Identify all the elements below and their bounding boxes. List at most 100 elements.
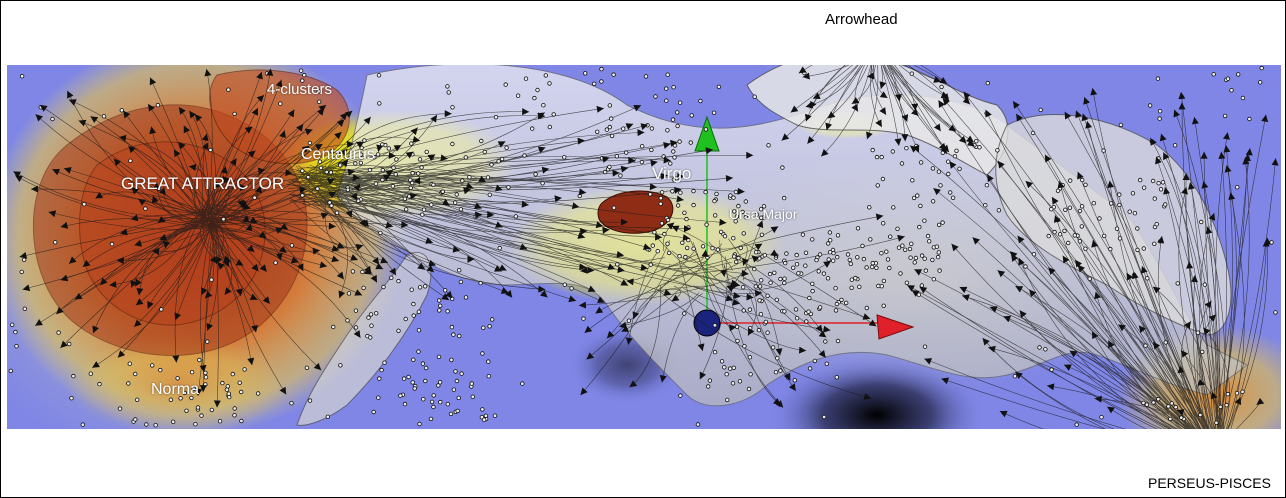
flow-arrowhead <box>732 292 741 299</box>
galaxy-point <box>810 237 815 242</box>
galaxy-point <box>195 405 201 410</box>
flow-arrowhead <box>445 290 453 299</box>
flow-arrowhead <box>370 274 377 283</box>
galaxy-point <box>1157 109 1163 114</box>
flow-arrowhead <box>463 187 471 195</box>
galaxy-point <box>670 117 676 122</box>
galaxy-point <box>665 72 670 77</box>
flow-arrowhead <box>204 68 212 77</box>
galaxy-point <box>1101 233 1107 239</box>
galaxy-point <box>376 73 382 78</box>
galaxy-point <box>583 71 588 76</box>
streamline <box>199 223 361 339</box>
galaxy-point <box>602 169 608 175</box>
flow-arrowhead <box>580 387 588 396</box>
flow-arrowhead <box>586 352 595 360</box>
streamline <box>292 201 384 270</box>
flow-arrowhead <box>910 145 918 153</box>
streamline <box>1199 212 1215 429</box>
flow-arrowhead <box>985 109 992 118</box>
galaxy-point <box>335 150 341 155</box>
streamline <box>48 211 200 230</box>
flow-arrowhead <box>1208 212 1216 221</box>
galaxy-point <box>408 177 413 183</box>
flow-arrowhead <box>78 119 87 127</box>
streamline <box>318 193 586 238</box>
flow-arrowhead <box>914 269 923 276</box>
label-arrowhead: Arrowhead <box>825 11 898 28</box>
galaxy-point <box>665 128 670 133</box>
streamline <box>14 175 216 229</box>
galaxy-point <box>763 319 769 325</box>
galaxy-point <box>767 271 773 277</box>
streamline <box>302 172 595 271</box>
galaxy-point <box>404 207 409 212</box>
flow-arrowhead <box>100 277 108 286</box>
galaxy-point <box>1055 188 1061 193</box>
streamline <box>657 238 754 298</box>
galaxy-point <box>208 147 213 153</box>
galaxy-point <box>1172 143 1178 148</box>
galaxy-point <box>740 284 746 290</box>
flow-arrowhead <box>901 134 909 142</box>
flow-arrowhead <box>188 163 197 171</box>
flow-arrowhead <box>640 123 649 130</box>
flow-arrowhead <box>393 145 402 152</box>
flow-arrowhead <box>22 284 31 292</box>
flow-arrowhead <box>949 161 957 169</box>
flow-arrowhead <box>326 178 335 185</box>
streamline <box>1207 226 1226 429</box>
label-perseus-pisces: PERSEUS-PISCES <box>1148 475 1271 491</box>
galaxy-point <box>930 199 936 204</box>
galaxy-point <box>327 200 332 205</box>
galaxy-point <box>1099 415 1104 420</box>
galaxy-point <box>456 395 461 401</box>
galaxy-point <box>848 261 853 266</box>
galaxy-point <box>1067 178 1073 183</box>
galaxy-point <box>715 247 721 252</box>
flow-arrowhead <box>425 237 434 244</box>
flow-arrowhead <box>117 350 126 358</box>
galaxy-point <box>437 298 442 303</box>
galaxy-point <box>800 232 806 237</box>
flow-arrowhead <box>818 350 826 358</box>
flow-arrowhead <box>617 266 625 273</box>
streamline <box>1003 316 1190 429</box>
galaxy-point <box>376 395 381 400</box>
galaxy-point <box>410 380 415 385</box>
flow-arrowhead <box>577 232 586 239</box>
galaxy-point <box>816 269 821 274</box>
flow-arrowhead <box>894 138 902 146</box>
streamline <box>319 182 483 216</box>
galaxy-point <box>1162 202 1168 207</box>
flow-arrowhead <box>67 90 74 99</box>
galaxy-point <box>912 260 917 265</box>
galaxy-point <box>451 332 456 337</box>
galaxy-point <box>804 319 809 324</box>
galaxy-point <box>334 210 340 215</box>
galaxy-point <box>1169 401 1174 406</box>
galaxy-point <box>782 195 787 201</box>
flow-arrowhead <box>805 113 812 122</box>
galaxy-point <box>547 124 552 130</box>
streamline <box>1193 274 1205 429</box>
flow-arrowhead <box>1092 331 1099 340</box>
flow-arrowhead <box>304 128 313 136</box>
galaxy-point <box>592 81 597 86</box>
streamline <box>320 189 605 303</box>
flow-arrowhead <box>1013 101 1020 109</box>
galaxy-point <box>752 266 757 272</box>
flow-arrowhead <box>729 324 737 332</box>
galaxy-point <box>237 380 242 385</box>
streamline <box>619 292 700 327</box>
flow-arrowhead <box>266 68 274 76</box>
flow-arrowhead <box>199 364 207 373</box>
galaxy-point <box>1154 221 1159 227</box>
streamline <box>1106 406 1147 429</box>
streamline <box>288 115 546 183</box>
streamline <box>726 260 832 291</box>
galaxy-point <box>493 115 499 120</box>
streamline <box>174 209 207 363</box>
streamline <box>1203 151 1219 429</box>
streamline <box>295 165 450 301</box>
